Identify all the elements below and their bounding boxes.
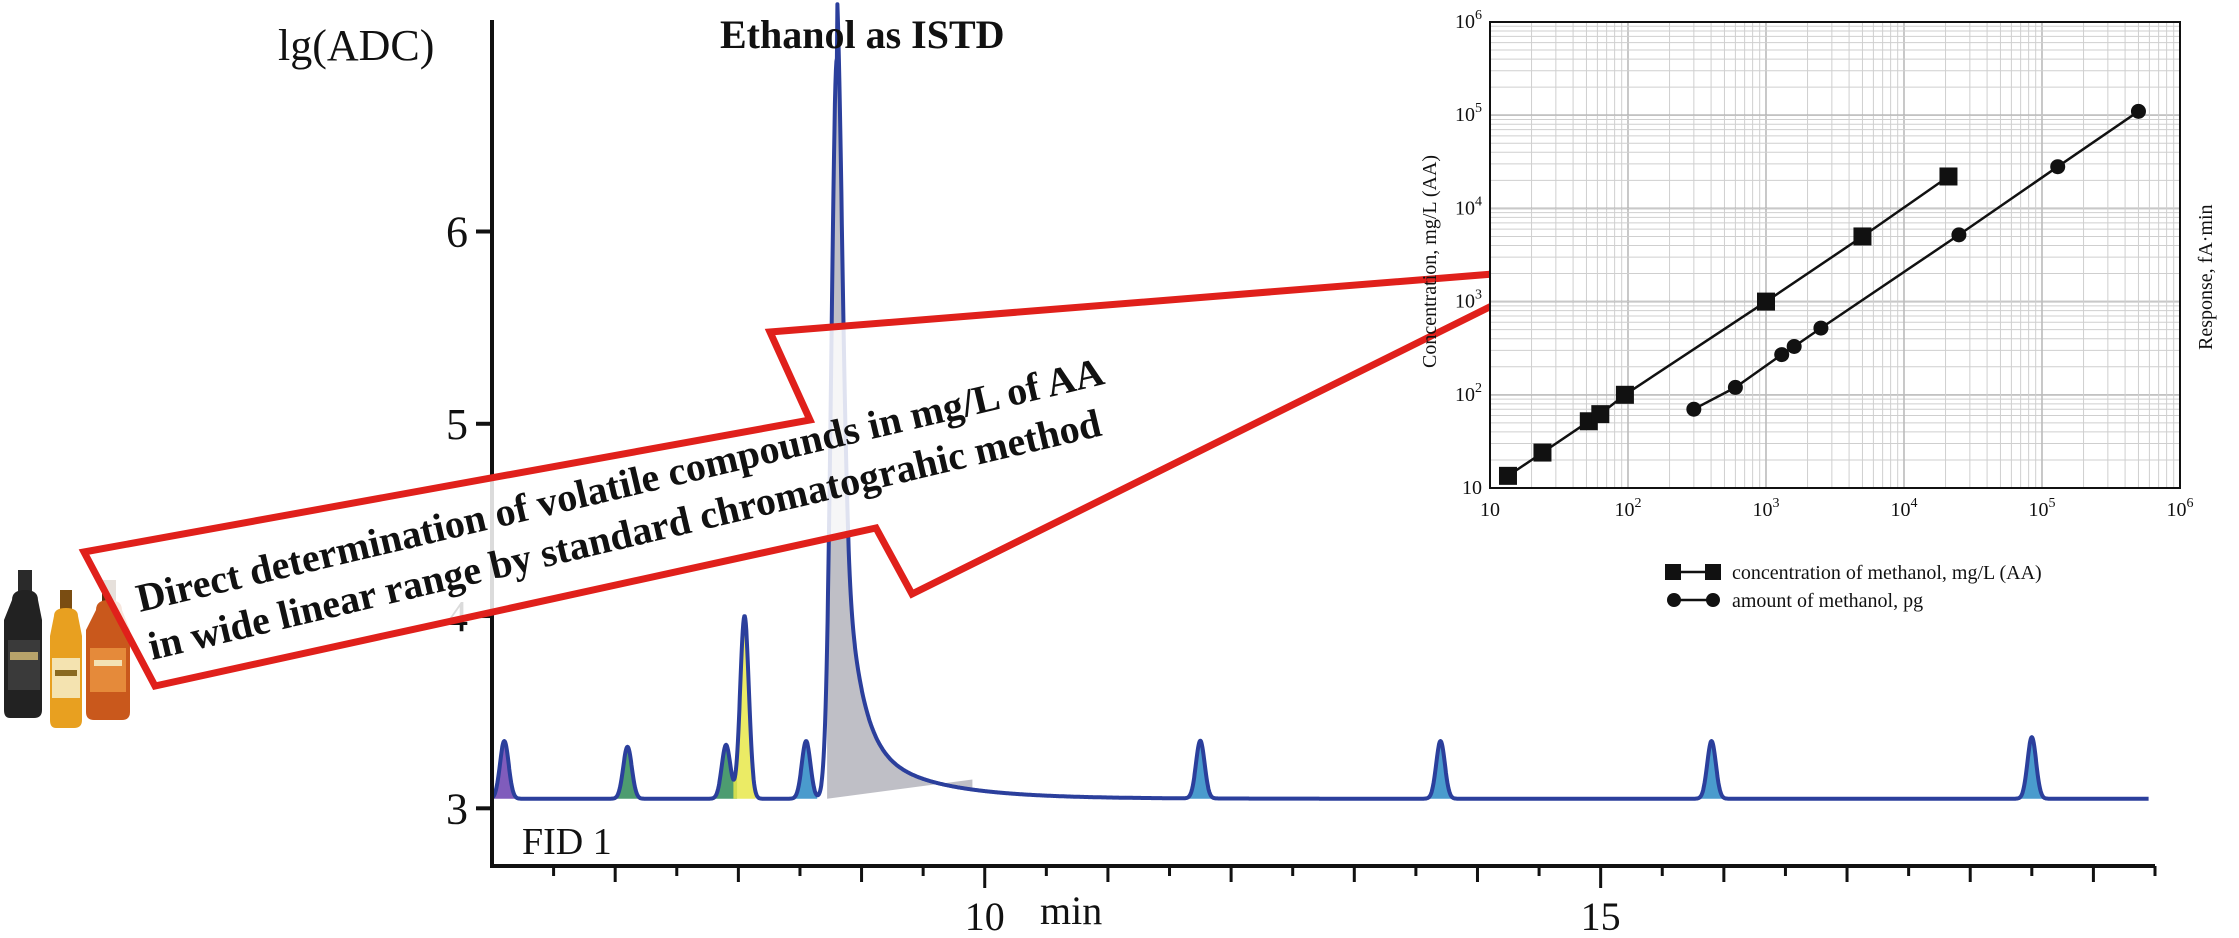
x-tick-label: 15 bbox=[1581, 894, 1621, 938]
legend-label-amount: amount of methanol, pg bbox=[1732, 590, 1923, 612]
inset-square-point bbox=[1498, 466, 1517, 485]
legend-marker-square-1 bbox=[1665, 564, 1681, 580]
x-tick-label: 10 bbox=[965, 894, 1005, 938]
inset-x-tick-labels: 10 102 103 104 105 106 bbox=[1480, 496, 2194, 521]
inset-square-point bbox=[1939, 167, 1958, 186]
callout-arrow-shape bbox=[78, 264, 1570, 690]
inset-circle-point bbox=[2050, 159, 2066, 175]
trace-label: FID 1 bbox=[522, 821, 612, 863]
chromatogram-trace bbox=[490, 2, 2151, 801]
inset-y-tick-label: 104 bbox=[1455, 194, 1482, 219]
legend-marker-circle-2 bbox=[1706, 593, 1720, 607]
inset-y-axis-label: Concentration, mg/L (AA) bbox=[1419, 155, 1441, 368]
inset-chart: 10 102 103 104 105 106 10 102 103 104 105 106 Conc… bbox=[1419, 8, 2217, 612]
inset-circle-point bbox=[1686, 401, 1702, 417]
inset-x-tick-label: 103 bbox=[1753, 496, 1780, 521]
bottle-dark bbox=[4, 570, 42, 718]
legend-label-concentration: concentration of methanol, mg/L (AA) bbox=[1732, 562, 2042, 584]
inset-plot-frame bbox=[1489, 21, 2181, 489]
inset-y-tick-label: 10 bbox=[1462, 477, 1482, 499]
x-axis-label: min bbox=[1040, 888, 1102, 933]
inset-circle-point bbox=[1774, 347, 1790, 363]
y-axis-label: lg(ADC) bbox=[278, 21, 434, 70]
inset-y-tick-label: 105 bbox=[1455, 101, 1482, 126]
peak-6 bbox=[827, 4, 973, 799]
inset-square-point bbox=[1615, 385, 1634, 404]
inset-right-axis-label: Response, fA·min bbox=[2195, 204, 2217, 350]
legend-marker-circle-1 bbox=[1667, 593, 1681, 607]
y-tick-label: 5 bbox=[446, 400, 468, 449]
inset-circle-point bbox=[2130, 103, 2146, 119]
chart-title: Ethanol as ISTD bbox=[720, 12, 1005, 57]
inset-square-point bbox=[1533, 443, 1552, 462]
inset-x-tick-label: 102 bbox=[1615, 496, 1642, 521]
inset-legend: concentration of methanol, mg/L (AA) amo… bbox=[1665, 562, 2042, 612]
inset-grid bbox=[1490, 22, 2180, 488]
inset-circle-point bbox=[1813, 320, 1829, 336]
whisky-bottles-image bbox=[4, 570, 130, 728]
inset-x-tick-label: 106 bbox=[2167, 496, 2194, 521]
y-tick-label: 3 bbox=[446, 784, 468, 833]
inset-circle-point bbox=[1786, 338, 1802, 354]
inset-x-tick-label: 105 bbox=[2029, 496, 2056, 521]
inset-square-point bbox=[1853, 227, 1872, 246]
inset-circle-point bbox=[1727, 379, 1743, 395]
y-tick-label: 6 bbox=[446, 208, 468, 257]
inset-square-point bbox=[1591, 405, 1610, 424]
inset-x-tick-label: 10 bbox=[1480, 499, 1500, 521]
inset-data-markers bbox=[1498, 103, 2146, 485]
inset-x-tick-label: 104 bbox=[1891, 496, 1918, 521]
inset-y-tick-label: 106 bbox=[1455, 8, 1482, 33]
legend-marker-square-2 bbox=[1705, 564, 1721, 580]
legend-entry-squares: concentration of methanol, mg/L (AA) bbox=[1665, 562, 2042, 584]
legend-entry-circles: amount of methanol, pg bbox=[1667, 590, 1923, 612]
inset-fit-line-2 bbox=[1693, 110, 2140, 411]
bottle-gold bbox=[50, 590, 82, 728]
inset-square-point bbox=[1757, 292, 1775, 311]
inset-y-tick-label: 102 bbox=[1455, 381, 1482, 406]
x-ticks: 10 15 bbox=[552, 866, 2157, 938]
inset-circle-point bbox=[1951, 227, 1967, 243]
